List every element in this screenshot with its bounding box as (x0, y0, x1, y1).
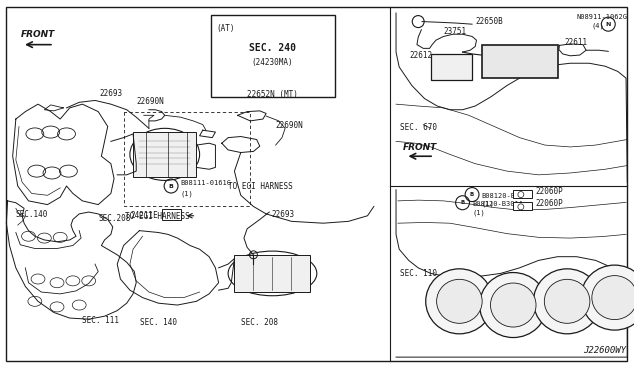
Text: N08911-1062G: N08911-1062G (577, 14, 628, 20)
Text: B08120-B301A: B08120-B301A (472, 201, 523, 207)
Text: TO EGI HARNESS: TO EGI HARNESS (125, 212, 190, 221)
Text: (24230MA): (24230MA) (252, 58, 293, 67)
Bar (481, 45, 557, 78)
Text: B08111-0161G: B08111-0161G (180, 180, 232, 186)
Ellipse shape (479, 273, 547, 337)
Text: SEC. 111: SEC. 111 (83, 316, 120, 325)
Bar (513, 202, 532, 210)
Text: 22650B: 22650B (476, 17, 503, 26)
Text: FRONT: FRONT (403, 143, 437, 152)
Bar (133, 132, 196, 177)
Ellipse shape (545, 279, 590, 323)
Text: 22611: 22611 (564, 38, 587, 47)
Bar (211, 15, 335, 97)
Text: SEC. 110: SEC. 110 (401, 269, 438, 278)
Ellipse shape (426, 269, 493, 334)
Bar (234, 255, 310, 292)
Ellipse shape (592, 276, 637, 320)
Text: SEC. 240: SEC. 240 (249, 43, 296, 53)
Bar (513, 190, 532, 198)
Text: 24211E: 24211E (131, 211, 159, 220)
Ellipse shape (534, 269, 601, 334)
Text: 22693: 22693 (99, 89, 122, 98)
Text: B: B (169, 183, 173, 189)
Text: J22600WY: J22600WY (583, 346, 626, 355)
Text: SEC.140: SEC.140 (16, 210, 48, 219)
Text: B: B (460, 200, 465, 205)
Bar (431, 54, 472, 80)
Text: (1): (1) (180, 191, 193, 198)
Text: (1): (1) (481, 201, 494, 207)
Text: 22060P: 22060P (536, 199, 563, 208)
Text: 22060P: 22060P (536, 187, 563, 196)
Bar (161, 209, 180, 220)
Text: 23751: 23751 (444, 27, 467, 36)
Text: TO EGI HARNESS: TO EGI HARNESS (228, 182, 293, 191)
Text: B08120-B301A: B08120-B301A (481, 193, 532, 199)
Text: (4): (4) (591, 22, 604, 29)
Text: 22690N: 22690N (276, 121, 303, 130)
Text: B: B (470, 192, 474, 197)
Text: N: N (605, 22, 611, 27)
Ellipse shape (581, 265, 640, 330)
Text: 22612: 22612 (409, 51, 432, 60)
Text: FRONT: FRONT (21, 30, 55, 39)
Text: 22652N (MT): 22652N (MT) (247, 90, 298, 99)
Text: SEC. 208: SEC. 208 (241, 318, 278, 327)
Text: (1): (1) (472, 209, 485, 215)
Text: SEC. 140: SEC. 140 (140, 318, 177, 327)
Ellipse shape (490, 283, 536, 327)
Text: 22690N: 22690N (136, 97, 164, 106)
Text: (AT): (AT) (216, 24, 235, 33)
Ellipse shape (436, 279, 482, 323)
Text: SEC.208: SEC.208 (98, 214, 131, 223)
Text: 22693: 22693 (271, 210, 294, 219)
Text: SEC. 670: SEC. 670 (401, 123, 438, 132)
